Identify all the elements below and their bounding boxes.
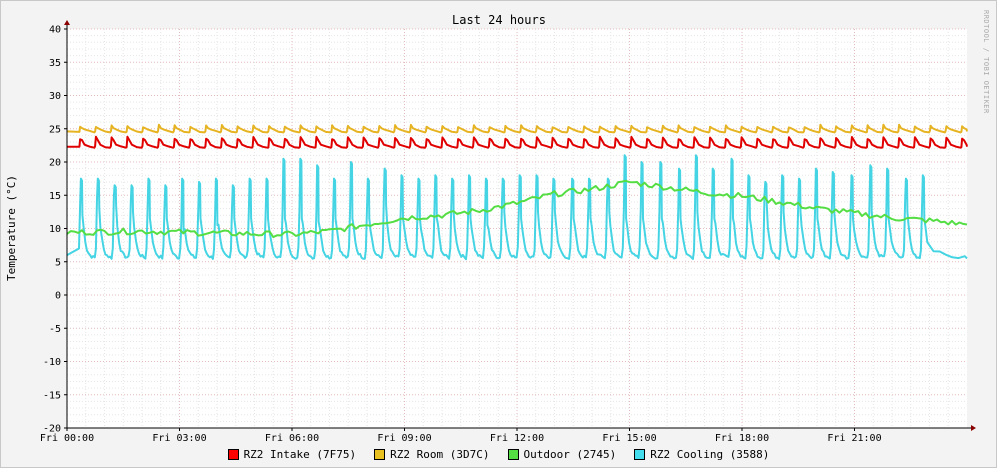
legend-swatch-intake — [227, 448, 239, 460]
y-tick-label: 25 — [49, 124, 61, 135]
y-tick-label: 30 — [49, 91, 61, 102]
axes — [64, 20, 976, 431]
legend-item-intake: RZ2 Intake (7F75) — [227, 446, 357, 462]
series-line-rz2-cooling — [66, 154, 968, 261]
legend: RZ2 Intake (7F75) RZ2 Room (3D7C) Outdoo… — [0, 446, 997, 462]
x-tick-label: Fri 06:00 — [265, 433, 319, 444]
legend-item-room: RZ2 Room (3D7C) — [374, 446, 490, 462]
y-tick-label: 35 — [49, 58, 61, 69]
y-tick-label: 10 — [49, 224, 61, 235]
y-tick-label: 5 — [55, 257, 61, 268]
series-layer — [66, 123, 968, 261]
y-axis-label: Temperature (°C) — [5, 175, 18, 281]
y-tick-label: -20 — [43, 424, 61, 435]
y-tick-label: 20 — [49, 158, 61, 169]
chart-title: Last 24 hours — [452, 13, 546, 27]
y-tick-label: 15 — [49, 191, 61, 202]
x-tick-label: Fri 21:00 — [827, 433, 881, 444]
legend-swatch-room — [374, 448, 386, 460]
legend-label-intake: RZ2 Intake (7F75) — [243, 447, 357, 461]
y-tick-label: 40 — [49, 25, 61, 36]
tick-labels: -20 -15 -10 -5 0 5 10 15 20 25 30 35 40 Fri 00:00 Fri … — [40, 25, 882, 445]
grid — [66, 28, 967, 429]
legend-item-cooling: RZ2 Cooling (3588) — [634, 446, 769, 462]
x-tick-label: Fri 18:00 — [715, 433, 769, 444]
legend-label-outdoor: Outdoor (2745) — [523, 447, 617, 461]
y-tick-label: -15 — [43, 390, 61, 401]
y-tick-label: -5 — [49, 324, 61, 335]
x-axis-arrow — [971, 425, 976, 431]
series-line-rz2-room — [66, 123, 968, 134]
series-line-outdoor — [66, 179, 968, 239]
x-tick-label: Fri 09:00 — [377, 433, 431, 444]
x-tick-label: Fri 03:00 — [152, 433, 206, 444]
y-tick-label: 0 — [55, 291, 61, 302]
rrdtool-watermark: RRDTOOL / TOBI OETIKER — [982, 10, 990, 114]
x-tick-label: Fri 00:00 — [40, 433, 94, 444]
y-tick-label: -10 — [43, 357, 61, 368]
y-axis-arrow — [64, 20, 70, 25]
legend-swatch-outdoor — [507, 448, 519, 460]
series-line-rz2-intake — [66, 135, 968, 149]
legend-item-outdoor: Outdoor (2745) — [507, 446, 617, 462]
legend-label-cooling: RZ2 Cooling (3588) — [650, 447, 770, 461]
x-tick-label: Fri 15:00 — [602, 433, 656, 444]
x-tick-label: Fri 12:00 — [490, 433, 544, 444]
legend-swatch-cooling — [634, 448, 646, 460]
legend-label-room: RZ2 Room (3D7C) — [390, 447, 490, 461]
